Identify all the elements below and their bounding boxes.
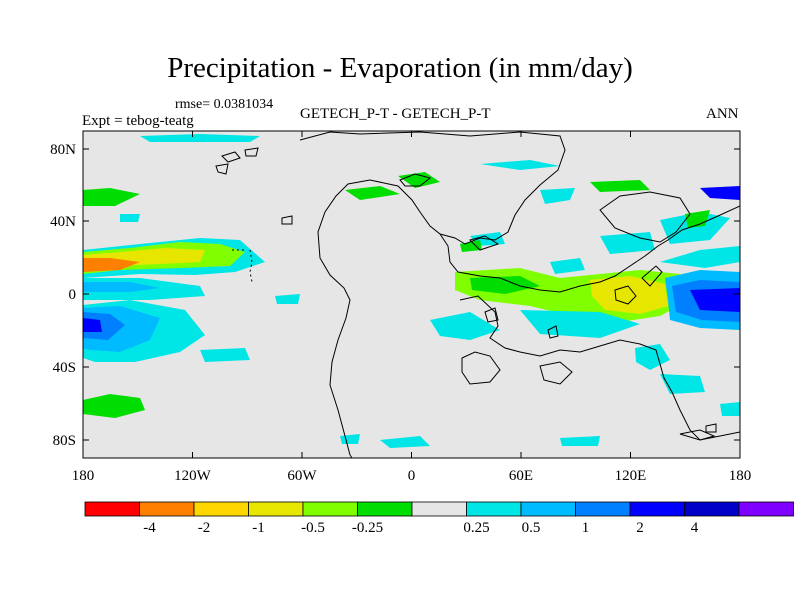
coastline [399,173,432,187]
contour-patch [345,186,400,200]
colorbar-label: -4 [143,520,156,536]
contour-patch [660,212,730,244]
contour-patch [600,232,655,254]
contour-patch [430,312,500,340]
coastline [539,361,573,385]
contour-patch [120,214,140,222]
colorbar-swatch [684,501,740,517]
colorbar-label: 0.25 [463,520,489,536]
contour-patch [83,394,145,418]
colorbar-swatch [248,501,304,517]
x-tick-label: 180 [729,468,752,484]
coastline [215,163,229,175]
colorbar-label: -2 [198,520,211,536]
coastline [484,307,499,323]
axis-ticks [82,131,741,458]
contour-fill-layer [83,134,740,448]
coastline [459,295,740,441]
x-tick-label: 180 [72,468,95,484]
contour-patch [83,188,140,206]
coastline [244,147,259,157]
contour-patch [140,134,260,142]
contour-patch [480,160,560,170]
contour-patch [660,246,740,268]
contour-patch [470,276,540,294]
colorbar-swatch [520,501,576,517]
y-tick-label: 80S [53,433,76,449]
season-label: ANN [706,106,739,122]
colorbar-swatch [466,501,522,517]
contour-patch [83,312,125,340]
rmse-label: rmse= 0.0381034 [175,97,274,112]
contour-patch [685,210,710,228]
colorbar-swatch [629,501,685,517]
contour-patch [720,402,740,416]
y-tick-label: 40S [53,360,76,376]
coastline [705,423,717,433]
contour-patch [550,258,585,274]
plot-title: Precipitation - Evaporation (in mm/day) [167,52,633,84]
contour-patch [635,344,670,370]
x-tick-label: 60W [287,468,317,484]
x-tick-label: 60E [509,468,533,484]
coastline [221,151,241,163]
coastline [641,265,663,287]
contour-patch [398,172,440,188]
field-label: GETECH_P-T - GETECH_P-T [300,106,491,122]
colorbar-swatch [575,501,631,517]
contour-patch [200,348,250,362]
coastline [469,235,500,251]
colorbar-swatch [411,501,467,517]
contour-patch [540,188,575,204]
colorbar-swatch [738,501,794,517]
colorbar-swatch [302,501,358,517]
coastline [614,285,637,305]
contour-patch [690,288,740,312]
coastline [461,351,501,385]
contour-patch [380,436,430,448]
contour-patch [700,186,740,200]
coastline [547,325,559,339]
coastline-layer [215,131,740,458]
coastline [599,191,691,243]
contour-patch [83,282,160,292]
coastline [679,429,716,441]
x-tick-label: 120E [615,468,647,484]
colorbar-label: 1 [582,520,590,536]
x-tick-label: 120W [174,468,212,484]
colorbar-label: 4 [691,520,699,536]
colorbar-swatch [139,501,195,517]
coastline [281,215,293,225]
contour-patch [520,310,640,338]
coastline [299,131,566,456]
y-tick-label: 0 [69,287,77,303]
y-tick-label: 40N [50,214,76,230]
contour-patch [660,374,705,394]
x-tick-label: 0 [408,468,416,484]
y-tick-label: 80N [50,142,76,158]
contour-patch [590,276,668,314]
colorbar-label: 2 [636,520,644,536]
colorbar-label: -1 [252,520,265,536]
colorbar: -4 -2 -1 -0.5 -0.25 0.25 0.5 1 2 4 [84,501,794,536]
colorbar-label: 0.5 [522,520,541,536]
contour-patch [83,258,140,272]
contour-patch [560,436,600,446]
coastline [249,249,253,283]
colorbar-swatch [84,501,140,517]
contour-patch [275,294,300,304]
colorbar-swatch [193,501,249,517]
coastline [439,205,740,293]
colorbar-label: -0.5 [301,520,325,536]
experiment-label: Expt = tebog-teatg [82,113,194,129]
contour-patch [460,240,482,252]
contour-patch [590,180,650,192]
colorbar-swatch [357,501,413,517]
colorbar-label: -0.25 [352,520,383,536]
contour-patch [83,318,102,332]
